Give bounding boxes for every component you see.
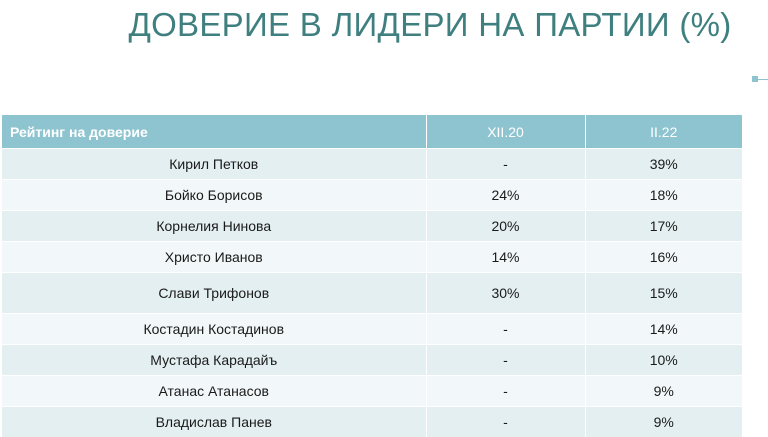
value-xii20: -: [426, 376, 585, 407]
leader-name: Христо Иванов: [2, 242, 426, 273]
leader-name: Слави Трифонов: [2, 273, 426, 314]
table-header-row: Рейтинг на доверие XII.20 II.22: [2, 115, 742, 149]
value-xii20: 24%: [426, 180, 585, 211]
value-ii22: 16%: [585, 242, 742, 273]
table-row: Владислав Панев - 9%: [2, 407, 742, 437]
value-xii20: 30%: [426, 273, 585, 314]
table-row: Костадин Костадинов - 14%: [2, 314, 742, 345]
value-ii22: 14%: [585, 314, 742, 345]
value-ii22: 39%: [585, 149, 742, 180]
value-ii22: 18%: [585, 180, 742, 211]
value-xii20: -: [426, 407, 585, 437]
slide-title: ДОВЕРИЕ В ЛИДЕРИ НА ПАРТИИ (%): [110, 6, 750, 44]
slide-corner-marker: [752, 76, 768, 82]
leader-name: Кирил Петков: [2, 149, 426, 180]
table-row: Бойко Борисов 24% 18%: [2, 180, 742, 211]
value-xii20: 20%: [426, 211, 585, 242]
value-ii22: 10%: [585, 345, 742, 376]
trust-rating-table: Рейтинг на доверие XII.20 II.22 Кирил Пе…: [2, 115, 742, 437]
table-row: Христо Иванов 14% 16%: [2, 242, 742, 273]
header-ii22: II.22: [585, 115, 742, 149]
value-xii20: -: [426, 149, 585, 180]
header-rating: Рейтинг на доверие: [2, 115, 426, 149]
value-xii20: 14%: [426, 242, 585, 273]
leader-name: Мустафа Карадайъ: [2, 345, 426, 376]
value-ii22: 15%: [585, 273, 742, 314]
leader-name: Корнелия Нинова: [2, 211, 426, 242]
leader-name: Атанас Атанасов: [2, 376, 426, 407]
table-row: Атанас Атанасов - 9%: [2, 376, 742, 407]
leader-name: Бойко Борисов: [2, 180, 426, 211]
table-row: Слави Трифонов 30% 15%: [2, 273, 742, 314]
table-row: Кирил Петков - 39%: [2, 149, 742, 180]
marker-line: [758, 79, 768, 80]
value-ii22: 9%: [585, 407, 742, 437]
leader-name: Костадин Костадинов: [2, 314, 426, 345]
value-xii20: -: [426, 314, 585, 345]
value-ii22: 17%: [585, 211, 742, 242]
leader-name: Владислав Панев: [2, 407, 426, 437]
table-row: Корнелия Нинова 20% 17%: [2, 211, 742, 242]
table-row: Мустафа Карадайъ - 10%: [2, 345, 742, 376]
value-ii22: 9%: [585, 376, 742, 407]
header-xii20: XII.20: [426, 115, 585, 149]
value-xii20: -: [426, 345, 585, 376]
